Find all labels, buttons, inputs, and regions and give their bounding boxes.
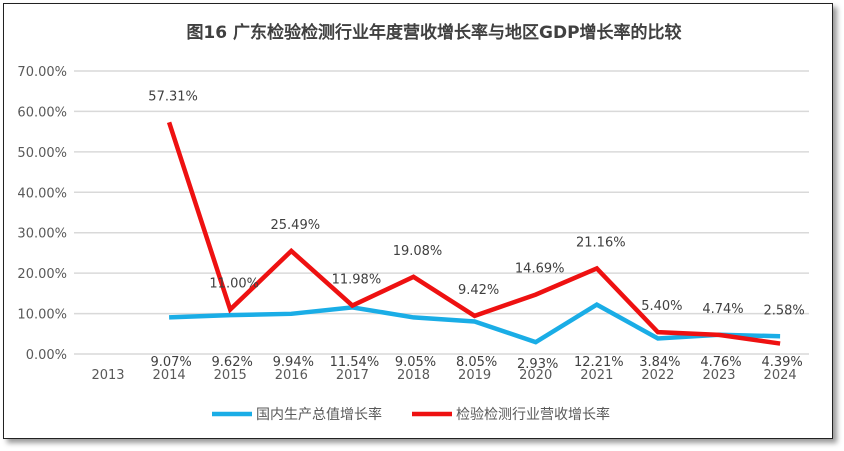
- data-label: 21.16%: [576, 235, 626, 250]
- x-tick-label: 2022: [641, 368, 674, 383]
- y-tick-label: 60.00%: [17, 105, 67, 120]
- x-tick-label: 2019: [458, 368, 491, 383]
- chart-frame: 图16 广东检验检测行业年度营收增长率与地区GDP增长率的比较 0.00% 10.…: [3, 3, 833, 439]
- data-label: 9.42%: [458, 283, 499, 298]
- data-label: 2.93%: [517, 357, 558, 372]
- legend-label: 检验检测行业营收增长率: [456, 406, 610, 423]
- data-label: 9.07%: [150, 355, 191, 370]
- x-tick-label: 2018: [397, 368, 430, 383]
- y-tick-label: 30.00%: [17, 227, 67, 242]
- line-chart: 图16 广东检验检测行业年度营收增长率与地区GDP增长率的比较 0.00% 10.…: [17, 22, 809, 423]
- x-tick-label: 2014: [153, 368, 186, 383]
- x-tick-label: 2016: [275, 368, 308, 383]
- chart-title: 图16 广东检验检测行业年度营收增长率与地区GDP增长率的比较: [186, 22, 681, 43]
- data-label: 9.05%: [395, 355, 436, 370]
- y-tick-label: 70.00%: [17, 65, 67, 80]
- data-label: 9.94%: [273, 355, 314, 370]
- data-label: 4.76%: [700, 355, 741, 370]
- data-label: 11.98%: [332, 273, 382, 288]
- x-tick-label: 2017: [336, 368, 369, 383]
- x-tick-label: 2023: [702, 368, 735, 383]
- data-label: 14.69%: [515, 262, 565, 277]
- series-line-revenue: [166, 121, 781, 346]
- data-label: 3.84%: [639, 355, 680, 370]
- data-label: 11.00%: [209, 277, 259, 292]
- x-tick-label: 2013: [91, 368, 124, 383]
- y-tick-label: 20.00%: [17, 267, 67, 282]
- x-tick-label: 2024: [764, 368, 797, 383]
- y-tick-label: 40.00%: [17, 186, 67, 201]
- data-label: 9.62%: [212, 355, 253, 370]
- x-tick-label: 2015: [214, 368, 247, 383]
- y-tick-label: 0.00%: [26, 348, 67, 363]
- y-tick-label: 10.00%: [17, 308, 67, 323]
- data-label: 2.58%: [763, 303, 804, 318]
- series-line-gdp: [169, 302, 781, 345]
- data-label: 8.05%: [456, 355, 497, 370]
- data-label: 11.54%: [330, 355, 380, 370]
- data-label: 57.31%: [148, 89, 198, 104]
- data-label: 25.49%: [271, 218, 321, 233]
- y-tick-label: 50.00%: [17, 146, 67, 161]
- data-label: 4.39%: [761, 355, 802, 370]
- data-label: 4.74%: [702, 302, 743, 317]
- legend-label: 国内生产总值增长率: [256, 406, 382, 423]
- x-tick-label: 2021: [580, 368, 613, 383]
- data-label: 12.21%: [574, 355, 624, 370]
- x-tick-label: 2020: [519, 368, 552, 383]
- data-label: 5.40%: [641, 299, 682, 314]
- data-label: 19.08%: [393, 244, 443, 259]
